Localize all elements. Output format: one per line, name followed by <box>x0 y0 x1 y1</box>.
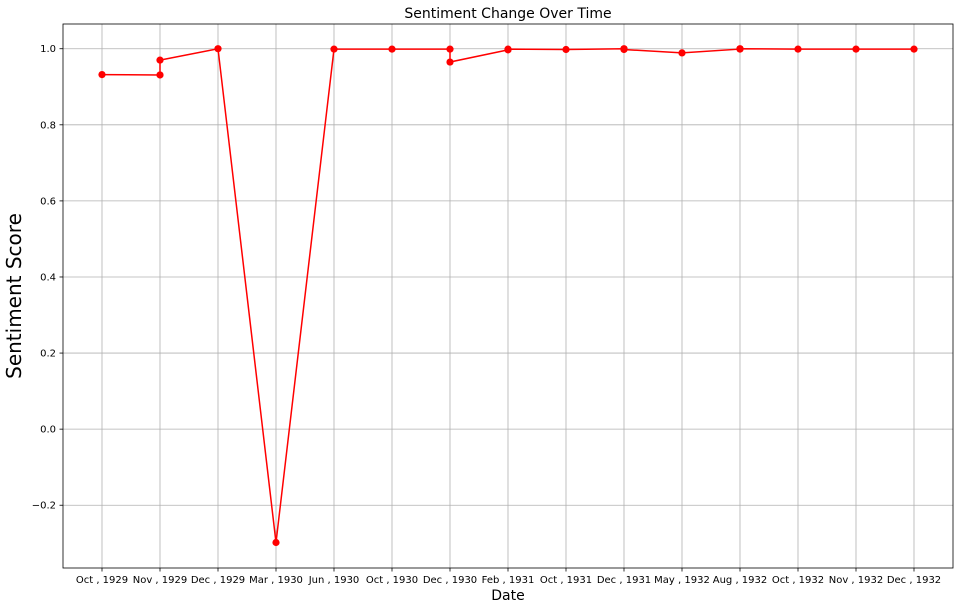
y-tick-label: 0.8 <box>40 120 56 131</box>
data-point <box>736 45 744 53</box>
x-tick-label: Nov , 1932 <box>829 575 884 586</box>
x-tick-label: Dec , 1930 <box>423 575 477 586</box>
x-tick-label: Jun , 1930 <box>308 575 360 586</box>
grid <box>63 24 953 568</box>
data-point <box>388 45 396 53</box>
data-point <box>620 45 628 54</box>
data-point <box>852 45 860 53</box>
data-point <box>446 45 454 53</box>
x-axis-label: Date <box>491 588 524 604</box>
x-tick-label: Oct , 1930 <box>366 575 418 586</box>
x-tick-label: Aug , 1932 <box>713 575 768 586</box>
x-tick-label: Nov , 1929 <box>133 575 188 586</box>
y-axis-label: Sentiment Score <box>2 213 26 379</box>
x-tick-label: Dec , 1931 <box>597 575 651 586</box>
x-tick-label: Oct , 1932 <box>772 575 824 586</box>
x-tick-label: Mar , 1930 <box>249 575 303 586</box>
x-tick-label: Oct , 1931 <box>540 575 592 586</box>
chart-title: Sentiment Change Over Time <box>404 6 611 22</box>
data-point <box>794 45 802 53</box>
data-point <box>156 56 164 64</box>
y-tick-label: 0.0 <box>40 425 56 436</box>
data-point <box>504 45 512 53</box>
data-point <box>562 45 570 54</box>
y-tick-label: 0.2 <box>40 349 56 360</box>
y-tick-label: −0.2 <box>32 501 56 512</box>
y-tick-label: 0.4 <box>40 272 56 283</box>
series-group <box>98 45 918 547</box>
y-tick-label: 1.0 <box>40 44 56 55</box>
x-tick-label: May , 1932 <box>654 575 710 586</box>
data-point <box>330 45 338 53</box>
x-tick-label: Oct , 1929 <box>76 575 128 586</box>
y-tick-label: 0.6 <box>40 196 56 207</box>
data-point <box>272 538 280 547</box>
x-axis-ticks: Oct , 1929 Nov , 1929 Dec , 1929 Mar , 1930… <box>76 568 941 586</box>
data-point <box>214 45 222 53</box>
x-tick-label: Feb , 1931 <box>482 575 535 586</box>
data-point <box>446 58 454 66</box>
y-axis-ticks: −0.2 0.0 0.2 0.4 0.6 0.8 1.0 <box>32 44 63 512</box>
data-point <box>98 71 106 79</box>
data-point <box>678 49 686 57</box>
data-point <box>156 71 164 79</box>
x-tick-label: Dec , 1932 <box>887 575 941 586</box>
x-tick-label: Dec , 1929 <box>191 575 245 586</box>
data-point <box>910 45 918 53</box>
